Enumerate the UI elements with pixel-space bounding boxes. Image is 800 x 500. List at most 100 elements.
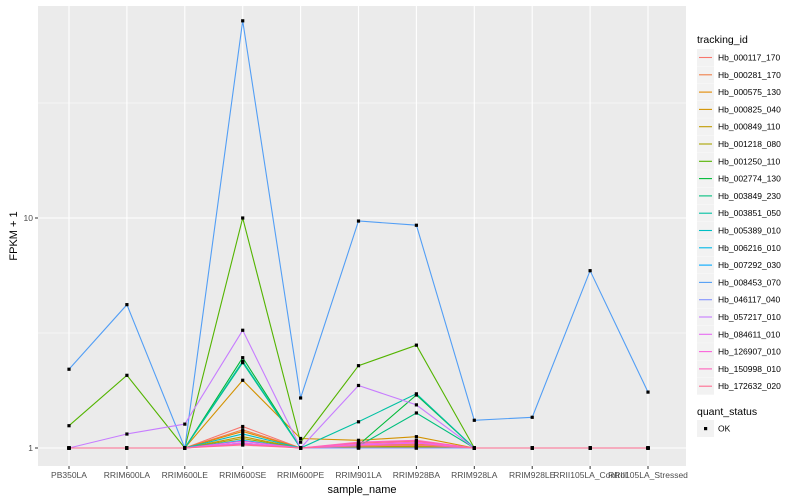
data-point xyxy=(299,446,303,450)
legend-label: Hb_005389_010 xyxy=(718,226,781,236)
data-point xyxy=(67,367,71,371)
legend-label: Hb_057217_010 xyxy=(718,312,781,322)
legend-label: Hb_000825_040 xyxy=(718,104,781,114)
data-point xyxy=(356,446,361,450)
data-point xyxy=(299,396,303,400)
legend-title: tracking_id xyxy=(697,34,748,46)
x-tick-label: RRIM600PE xyxy=(277,470,325,480)
data-point xyxy=(241,378,245,382)
data-point xyxy=(67,446,71,450)
x-tick-label: RRIM600SE xyxy=(219,470,267,480)
data-point xyxy=(241,424,245,429)
data-point xyxy=(125,446,129,450)
y-tick-label: 10 xyxy=(24,213,34,223)
legend-label: Hb_000575_130 xyxy=(718,87,781,97)
panel-background xyxy=(38,6,686,466)
x-tick-label: RRIM901LA xyxy=(335,470,382,480)
x-tick-label: RRIM928LE xyxy=(509,470,556,480)
legend-label: Hb_046117_040 xyxy=(718,295,781,305)
data-point xyxy=(414,435,418,439)
y-tick-label: 1 xyxy=(28,443,33,453)
data-point xyxy=(414,440,418,444)
data-point xyxy=(183,446,187,450)
legend-label: Hb_008453_070 xyxy=(718,277,781,287)
x-tick-label: RRII105LA_Stressed xyxy=(608,470,688,480)
data-point xyxy=(414,343,418,347)
data-point xyxy=(67,424,71,428)
data-point xyxy=(472,418,476,422)
shape-legend-label: OK xyxy=(718,424,731,434)
legend-label: Hb_001250_110 xyxy=(718,156,781,166)
legend-label: Hb_000281_170 xyxy=(718,70,781,80)
data-point xyxy=(356,219,361,223)
legend-label: Hb_001218_080 xyxy=(718,139,781,149)
data-point xyxy=(414,392,418,396)
shape-legend-title: quant_status xyxy=(697,406,757,418)
legend-label: Hb_172632_020 xyxy=(718,381,781,391)
data-point xyxy=(125,303,129,307)
data-point xyxy=(241,432,245,436)
legend-label: Hb_002774_130 xyxy=(718,174,781,184)
data-point xyxy=(241,435,245,439)
grid xyxy=(38,6,686,466)
x-tick-label: RRIM600LE xyxy=(162,470,209,480)
data-points xyxy=(67,19,650,450)
legend-label: Hb_084611_010 xyxy=(718,329,781,339)
data-point xyxy=(588,446,592,450)
data-point xyxy=(241,439,245,443)
x-tick-label: RRIM928LA xyxy=(451,470,498,480)
data-point xyxy=(299,440,303,444)
data-point xyxy=(414,438,418,442)
x-tick-label: RRIM600LA xyxy=(104,470,151,480)
data-point xyxy=(588,269,592,273)
x-tick-label: PB350LA xyxy=(51,470,87,480)
data-point xyxy=(125,373,129,377)
y-axis-title: FPKM + 1 xyxy=(8,211,20,260)
data-point xyxy=(299,436,303,441)
legend-label: Hb_007292_030 xyxy=(718,260,781,270)
data-point xyxy=(530,446,534,450)
data-point xyxy=(414,223,418,227)
data-point xyxy=(414,446,418,450)
data-point xyxy=(183,422,187,426)
data-point xyxy=(472,446,476,450)
legend-label: Hb_000117_170 xyxy=(718,53,781,63)
data-point xyxy=(241,359,245,363)
data-point xyxy=(646,446,650,450)
data-point xyxy=(241,429,245,434)
data-point xyxy=(414,443,418,447)
legend-label: Hb_003851_050 xyxy=(718,208,781,218)
data-point xyxy=(356,420,361,424)
data-point xyxy=(356,438,361,442)
legend: tracking_id Hb_000117_170 Hb_000281_170 Hb… xyxy=(697,34,781,437)
data-point xyxy=(414,411,418,415)
data-point xyxy=(530,415,534,419)
legend-label: Hb_003849_230 xyxy=(718,191,781,201)
x-tick-label: RRIM928BA xyxy=(393,470,441,480)
legend-label: Hb_150998_010 xyxy=(718,364,781,374)
legend-label: Hb_126907_010 xyxy=(718,347,781,357)
legend-label: Hb_006216_010 xyxy=(718,243,781,253)
data-point xyxy=(241,19,245,23)
x-axis: PB350LA RRIM600LA RRIM600LE RRIM600SE RRIM60… xyxy=(51,466,688,480)
y-axis: 1 10 xyxy=(24,213,38,453)
legend-label: Hb_000849_110 xyxy=(718,122,781,132)
data-point xyxy=(356,440,361,444)
data-point xyxy=(241,356,245,360)
data-point xyxy=(241,443,245,447)
shape-legend-point xyxy=(704,427,708,431)
data-point xyxy=(356,364,361,368)
data-point xyxy=(356,383,361,388)
data-point xyxy=(646,390,650,394)
data-point xyxy=(414,403,418,407)
data-point xyxy=(241,428,245,432)
data-point xyxy=(241,436,245,441)
data-point xyxy=(356,442,361,446)
data-point xyxy=(241,328,245,332)
x-tick-label: RRII105LA_Control xyxy=(553,470,627,480)
data-point xyxy=(125,432,129,436)
data-point xyxy=(356,444,361,448)
data-point xyxy=(241,216,245,220)
x-axis-title: sample_name xyxy=(327,484,396,496)
